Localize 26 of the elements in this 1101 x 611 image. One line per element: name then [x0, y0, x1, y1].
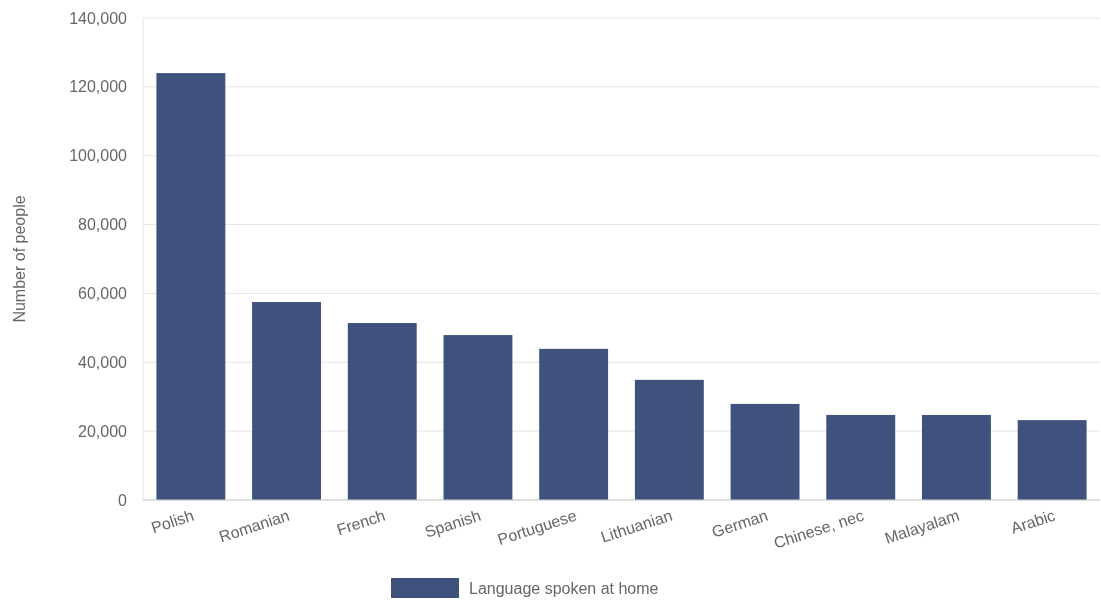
y-axis-title: Number of people	[11, 195, 28, 323]
legend-label: Language spoken at home	[469, 579, 659, 597]
y-tick-label: 0	[118, 491, 128, 509]
bar	[730, 403, 800, 500]
x-tick-label: Arabic	[1008, 506, 1058, 537]
x-tick-label: Spanish	[422, 506, 483, 541]
bar	[443, 335, 513, 500]
x-tick-label: German	[709, 506, 770, 541]
x-tick-label: Chinese, nec	[771, 506, 866, 552]
bar	[347, 323, 417, 500]
y-tick-label: 40,000	[78, 353, 128, 371]
y-tick-label: 80,000	[78, 216, 128, 234]
bar	[539, 348, 609, 500]
y-tick-label: 20,000	[78, 422, 128, 440]
bar	[156, 73, 226, 500]
x-tick-label: Polish	[149, 506, 196, 537]
y-tick-label: 100,000	[69, 147, 128, 165]
bar	[1017, 420, 1087, 500]
bar	[826, 414, 896, 500]
bar	[922, 414, 991, 500]
bar	[252, 302, 321, 500]
y-tick-label: 60,000	[78, 285, 128, 303]
x-tick-label: French	[334, 506, 388, 539]
y-tick-label: 120,000	[69, 78, 128, 96]
y-tick-label: 140,000	[69, 9, 128, 27]
bar	[634, 379, 704, 500]
